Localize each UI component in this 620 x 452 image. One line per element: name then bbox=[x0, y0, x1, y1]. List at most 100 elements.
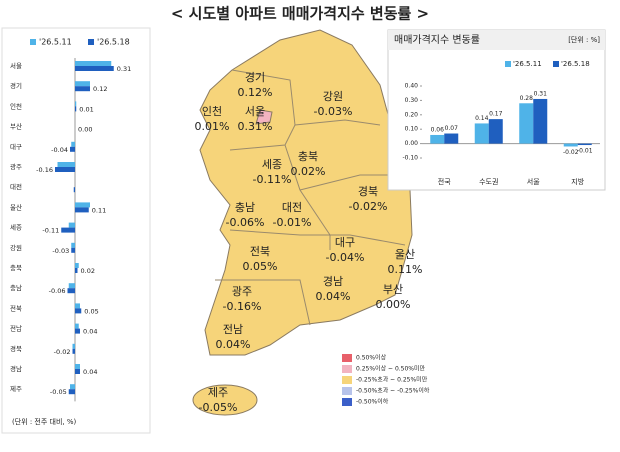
map-legend-swatch bbox=[342, 376, 352, 384]
value-label: 0.28 bbox=[520, 95, 534, 102]
region-name: 충남 bbox=[235, 201, 255, 214]
map-legend-label: -0.50%이하 bbox=[356, 398, 389, 406]
region-name: 충북 bbox=[298, 150, 318, 163]
bar bbox=[75, 101, 77, 107]
region-name: 부산 bbox=[383, 283, 403, 296]
y-tick-label: 0.30 bbox=[405, 97, 419, 104]
y-tick-label: 0.10 bbox=[405, 126, 419, 133]
bar bbox=[75, 268, 78, 273]
y-tick-label: -0.10 bbox=[402, 155, 418, 162]
category-label: 강원 bbox=[10, 243, 22, 252]
region-value: 0.31% bbox=[238, 120, 273, 133]
legend-swatch bbox=[88, 39, 94, 45]
region-value: 0.00% bbox=[376, 298, 411, 311]
region-value: -0.03% bbox=[314, 105, 353, 118]
bar bbox=[474, 123, 489, 144]
region-name: 경북 bbox=[358, 185, 378, 198]
category-label: 대전 bbox=[10, 182, 22, 191]
legend-swatch bbox=[505, 61, 511, 67]
bar bbox=[75, 369, 80, 374]
seoul-area bbox=[255, 109, 273, 125]
region-value: -0.04% bbox=[326, 251, 365, 264]
category-label: 제주 bbox=[10, 385, 22, 393]
value-label: -0.02 bbox=[54, 348, 71, 356]
category-label: 서울 bbox=[10, 61, 22, 70]
bar bbox=[488, 119, 503, 144]
bar bbox=[57, 162, 75, 167]
region-value: -0.05% bbox=[199, 401, 238, 414]
bar bbox=[533, 98, 548, 144]
value-label: 0.07 bbox=[445, 125, 459, 132]
region-value: 0.12% bbox=[238, 86, 273, 99]
region-name: 전북 bbox=[250, 245, 270, 258]
value-label: 0.02 bbox=[81, 267, 95, 275]
bar bbox=[577, 143, 592, 146]
inset-panel bbox=[387, 29, 606, 191]
region-value: 0.04% bbox=[316, 290, 351, 303]
bar bbox=[70, 384, 75, 390]
bar bbox=[75, 323, 79, 329]
bar bbox=[75, 66, 114, 71]
legend-label: '26.5.11 bbox=[513, 60, 542, 68]
bar bbox=[75, 207, 89, 213]
border bbox=[284, 144, 331, 250]
value-label: 0.12 bbox=[93, 85, 107, 93]
region-name: 경기 bbox=[245, 71, 265, 84]
region-value: -0.02% bbox=[349, 200, 388, 213]
value-label: -0.16 bbox=[36, 166, 53, 174]
bar bbox=[75, 263, 79, 268]
bar bbox=[563, 143, 578, 147]
legend-label: '26.5.18 bbox=[97, 38, 130, 47]
legend-label: '26.5.18 bbox=[561, 60, 590, 68]
bar bbox=[75, 81, 90, 87]
note: (단위 : 전주 대비, %) bbox=[12, 417, 77, 426]
bar bbox=[75, 328, 80, 334]
value-label: 0.04 bbox=[83, 328, 97, 336]
bar bbox=[75, 106, 77, 112]
border bbox=[229, 229, 406, 246]
bar bbox=[430, 134, 445, 144]
x-tick-label: 지방 bbox=[571, 177, 584, 186]
bar bbox=[67, 288, 75, 294]
region-name: 대전 bbox=[282, 201, 302, 214]
page-title: < 시도별 아파트 매매가격지수 변동률 > bbox=[171, 5, 429, 23]
region-value: 0.02% bbox=[291, 165, 326, 178]
inset-unit: [단위 : %] bbox=[568, 35, 600, 44]
bar bbox=[73, 187, 75, 193]
category-label: 충남 bbox=[10, 283, 22, 292]
value-label: -0.03 bbox=[52, 247, 69, 255]
region-name: 울산 bbox=[395, 248, 415, 261]
border bbox=[215, 279, 311, 326]
bar bbox=[68, 283, 75, 289]
bar bbox=[75, 202, 90, 208]
value-label: 0.31 bbox=[534, 90, 548, 97]
map-legend-swatch bbox=[342, 354, 352, 362]
bar bbox=[61, 227, 75, 233]
map-legend-swatch bbox=[342, 365, 352, 373]
region-value: -0.01% bbox=[273, 216, 312, 229]
bar bbox=[444, 133, 459, 144]
region-value: 0.11% bbox=[388, 263, 423, 276]
region-name: 세종 bbox=[262, 158, 282, 171]
region-name: 제주 bbox=[208, 386, 228, 399]
bar bbox=[75, 86, 90, 92]
value-label: -0.02 bbox=[563, 149, 579, 156]
value-label: 0.01 bbox=[79, 105, 93, 113]
region-value: -0.11% bbox=[253, 173, 292, 186]
border bbox=[299, 174, 400, 191]
region-value: 0.01% bbox=[195, 120, 230, 133]
bar bbox=[71, 242, 75, 248]
value-label: -0.05 bbox=[50, 388, 67, 396]
value-label: 0.00 bbox=[78, 126, 92, 134]
region-name: 광주 bbox=[232, 285, 252, 298]
category-label: 부산 bbox=[10, 122, 22, 131]
bar bbox=[75, 364, 80, 369]
bar bbox=[68, 222, 75, 228]
category-label: 경북 bbox=[10, 344, 22, 353]
region-value: 0.05% bbox=[243, 260, 278, 273]
value-label: 0.11 bbox=[92, 206, 106, 214]
y-tick-label: 0.20 bbox=[405, 111, 419, 118]
region-value: -0.06% bbox=[226, 216, 265, 229]
border bbox=[294, 119, 381, 126]
